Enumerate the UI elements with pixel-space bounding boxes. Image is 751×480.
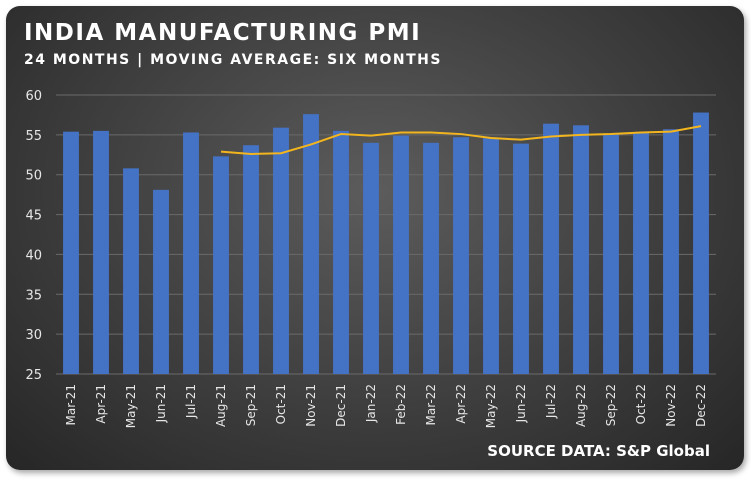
bar <box>573 125 589 374</box>
bar <box>243 145 259 374</box>
y-tick-label: 60 <box>25 89 42 104</box>
x-tick-label: Apr-21 <box>94 384 108 424</box>
x-tick-label: Jun-22 <box>514 384 528 423</box>
bar <box>393 135 409 374</box>
y-tick-label: 55 <box>25 129 42 144</box>
bar <box>483 138 499 374</box>
x-tick-label: Jul-22 <box>544 384 558 419</box>
bar <box>453 137 469 374</box>
bar <box>543 123 559 374</box>
bar <box>63 131 79 374</box>
x-tick-label: Feb-22 <box>394 384 408 425</box>
bar <box>153 189 169 374</box>
bar <box>303 114 319 374</box>
bar <box>273 127 289 374</box>
moving-average-series <box>220 125 702 155</box>
bar <box>213 156 229 374</box>
x-tick-label: Oct-22 <box>634 384 648 424</box>
x-tick-label: Nov-22 <box>664 384 678 427</box>
bar <box>513 143 529 374</box>
y-tick-label: 45 <box>25 209 42 224</box>
chart-title: INDIA MANUFACTURING PMI <box>24 20 422 46</box>
x-tick-label: Aug-21 <box>214 384 228 427</box>
x-tick-label: Sep-22 <box>604 384 618 426</box>
moving-average-line <box>220 125 702 155</box>
bar <box>333 130 349 374</box>
bar <box>603 134 619 374</box>
x-tick-label: May-21 <box>124 384 138 428</box>
y-tick-label: 50 <box>25 169 42 184</box>
source-note: SOURCE DATA: S&P Global <box>487 442 710 460</box>
x-tick-label: Jul-21 <box>184 384 198 419</box>
y-tick-label: 35 <box>25 288 42 303</box>
bar <box>363 142 379 374</box>
x-tick-label: Dec-22 <box>694 384 708 427</box>
x-tick-label: Nov-21 <box>304 384 318 427</box>
x-tick-label: Oct-21 <box>274 384 288 424</box>
bar <box>93 130 109 374</box>
x-tick-label: Apr-22 <box>454 384 468 424</box>
bar-series <box>63 112 709 374</box>
x-tick-label: Mar-22 <box>424 384 438 425</box>
y-tick-label: 25 <box>25 368 42 383</box>
x-tick-label: Mar-21 <box>64 384 78 425</box>
x-tick-label: Jun-21 <box>154 384 168 423</box>
bar <box>183 132 199 374</box>
chart-subtitle: 24 MONTHS | MOVING AVERAGE: SIX MONTHS <box>24 52 442 68</box>
x-tick-label: Dec-21 <box>334 384 348 427</box>
bar <box>423 142 439 374</box>
bar <box>663 129 679 374</box>
x-tick-label: Aug-22 <box>574 384 588 427</box>
y-tick-label: 30 <box>25 328 42 343</box>
x-tick-label: May-22 <box>484 384 498 428</box>
x-tick-label: Jan-22 <box>364 384 378 423</box>
y-tick-label: 40 <box>25 248 42 263</box>
x-axis-ticks: Mar-21 Apr-21 May-21 Jun-21 Jul-21 Aug-21 Sep-… <box>64 384 708 428</box>
bar <box>123 168 139 374</box>
bar <box>633 132 649 374</box>
x-tick-label: Sep-21 <box>244 384 258 426</box>
y-axis-ticks: 25 30 35 40 45 50 55 60 <box>25 89 42 383</box>
bar <box>693 112 709 374</box>
